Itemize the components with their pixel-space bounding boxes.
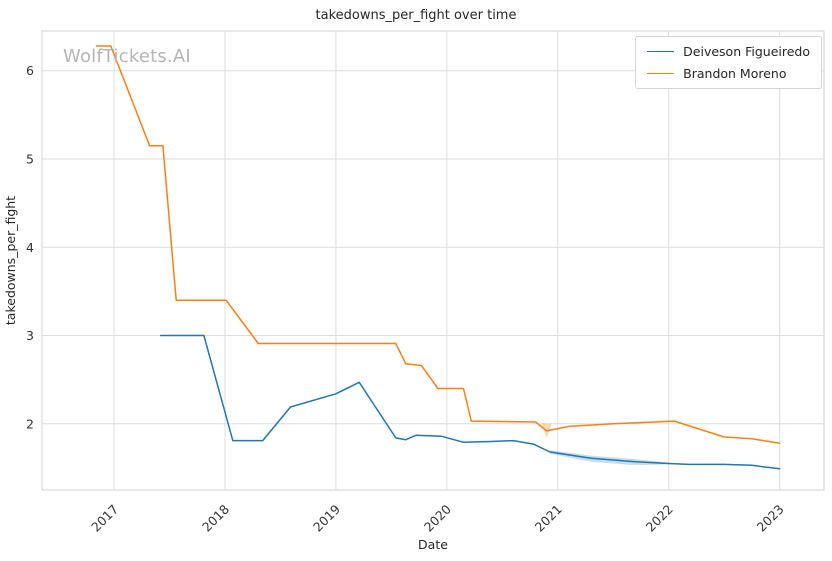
x-tick-label: 2023 xyxy=(754,502,787,535)
watermark: WolfTickets.AI xyxy=(63,46,191,67)
legend: Deiveson Figueiredo Brandon Moreno xyxy=(635,36,822,89)
y-tick-label: 4 xyxy=(26,240,34,255)
x-tick-label: 2020 xyxy=(421,501,454,534)
x-tick-label: 2018 xyxy=(199,501,232,534)
series-line xyxy=(159,334,781,470)
legend-line-swatch xyxy=(647,73,675,74)
x-tick-label: 2021 xyxy=(532,502,565,535)
legend-item: Deiveson Figueiredo xyxy=(647,44,810,59)
y-tick-label: 6 xyxy=(26,63,34,78)
x-tick-label: 2017 xyxy=(88,502,121,535)
x-tick-label: 2022 xyxy=(643,502,676,535)
x-axis-label: Date xyxy=(418,537,448,552)
x-tick-label: 2019 xyxy=(310,501,343,534)
legend-label: Brandon Moreno xyxy=(683,66,787,81)
plot-area xyxy=(41,30,825,491)
legend-label: Deiveson Figueiredo xyxy=(683,44,810,59)
y-tick-label: 2 xyxy=(26,416,34,431)
y-tick-label: 5 xyxy=(26,151,34,166)
y-tick-label: 3 xyxy=(26,328,34,343)
y-axis-label: takedowns_per_fight xyxy=(3,196,18,325)
series-line xyxy=(95,45,781,444)
legend-item: Brandon Moreno xyxy=(647,66,810,81)
legend-line-swatch xyxy=(647,51,675,52)
chart-title: takedowns_per_fight over time xyxy=(315,8,517,23)
